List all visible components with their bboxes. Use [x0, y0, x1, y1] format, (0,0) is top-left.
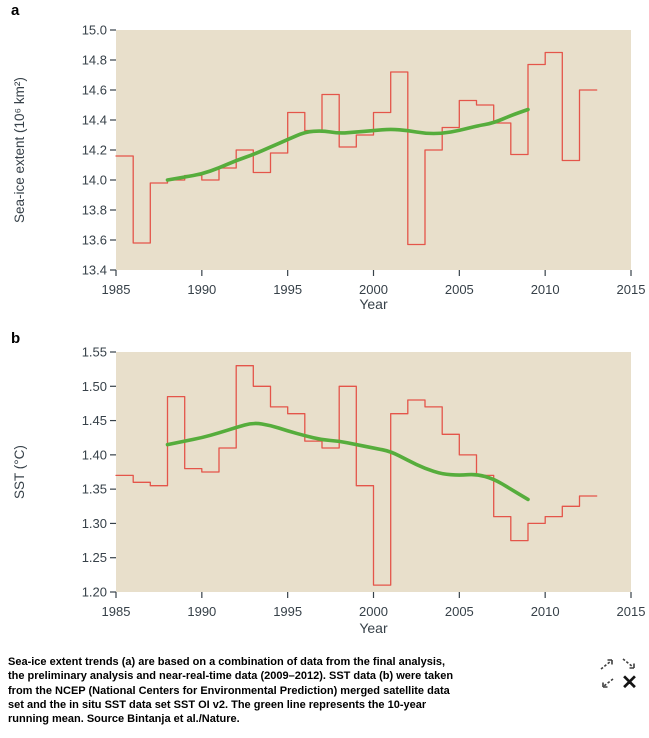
svg-text:2000: 2000 — [359, 604, 388, 619]
expand-ne-icon[interactable] — [599, 657, 616, 671]
panel-a: a Sea-ice extent (10⁶ km²) 13.4 13.6 13.8 1… — [0, 0, 649, 320]
panel-a-chart: 13.4 13.6 13.8 14.0 14.2 14.4 14.6 14.8 15.0 1985… — [82, 24, 645, 297]
svg-text:13.6: 13.6 — [82, 233, 107, 248]
svg-text:1985: 1985 — [102, 282, 131, 297]
svg-text:1995: 1995 — [273, 604, 302, 619]
svg-text:14.0: 14.0 — [82, 173, 107, 188]
svg-text:1.20: 1.20 — [82, 585, 107, 600]
svg-text:2005: 2005 — [445, 282, 474, 297]
svg-text:14.6: 14.6 — [82, 83, 107, 98]
svg-text:2000: 2000 — [359, 282, 388, 297]
svg-text:1.45: 1.45 — [82, 413, 107, 428]
panel-b: b SST (°C) 1.20 1.25 1.30 1.35 1.40 1.45 1.50 1… — [0, 320, 649, 650]
svg-text:1990: 1990 — [187, 604, 216, 619]
svg-text:14.8: 14.8 — [82, 53, 107, 68]
svg-text:1.40: 1.40 — [82, 447, 107, 462]
svg-text:1995: 1995 — [273, 282, 302, 297]
caption-row: Sea-ice extent trends (a) are based on a… — [0, 650, 649, 726]
panel-b-chart: 1.20 1.25 1.30 1.35 1.40 1.45 1.50 1.55 1985 1990… — [82, 346, 645, 619]
panel-b-y-axis-label: SST (°C) — [12, 445, 27, 499]
svg-text:13.4: 13.4 — [82, 263, 107, 278]
figure-caption: Sea-ice extent trends (a) are based on a… — [8, 656, 454, 726]
svg-text:2015: 2015 — [617, 282, 645, 297]
panel-a-x-axis-label: Year — [359, 296, 388, 312]
svg-text:15.0: 15.0 — [82, 24, 107, 38]
expand-se-icon[interactable] — [621, 657, 638, 671]
svg-text:1985: 1985 — [102, 604, 131, 619]
svg-text:1.30: 1.30 — [82, 516, 107, 531]
svg-text:1990: 1990 — [187, 282, 216, 297]
svg-text:1.50: 1.50 — [82, 379, 107, 394]
svg-text:2010: 2010 — [531, 282, 560, 297]
svg-text:2015: 2015 — [617, 604, 645, 619]
svg-text:1.35: 1.35 — [82, 482, 107, 497]
svg-text:14.4: 14.4 — [82, 113, 107, 128]
panel-a-label: a — [11, 2, 20, 19]
panel-b-label: b — [11, 330, 21, 347]
svg-text:2005: 2005 — [445, 604, 474, 619]
svg-text:2010: 2010 — [531, 604, 560, 619]
icon-cluster: ✕ — [598, 655, 639, 694]
svg-text:13.8: 13.8 — [82, 203, 107, 218]
svg-text:1.55: 1.55 — [82, 346, 107, 360]
panel-a-y-axis-label: Sea-ice extent (10⁶ km²) — [12, 77, 27, 223]
panel-b-x-axis-label: Year — [359, 620, 388, 636]
close-icon[interactable]: ✕ — [621, 671, 638, 694]
expand-sw-icon[interactable] — [599, 676, 616, 690]
svg-text:14.2: 14.2 — [82, 143, 107, 158]
svg-text:1.25: 1.25 — [82, 550, 107, 565]
